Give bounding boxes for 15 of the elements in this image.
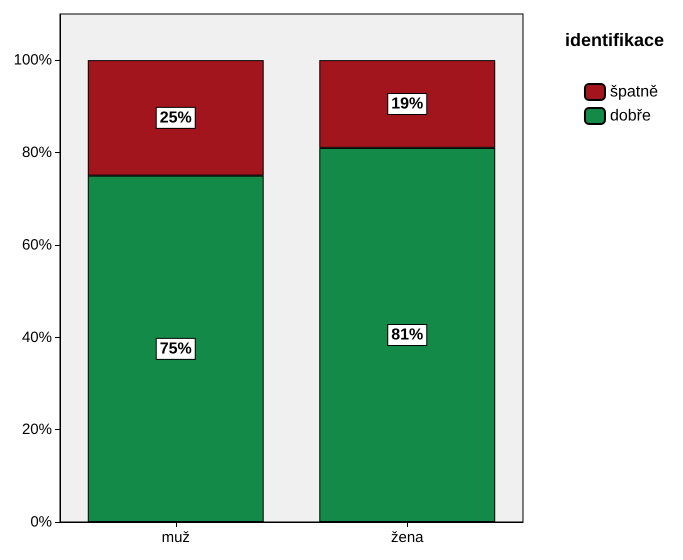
legend-label: dobře xyxy=(610,108,651,124)
data-label: 75% xyxy=(160,340,192,358)
data-label: 81% xyxy=(391,326,424,344)
y-tick-label: 20% xyxy=(22,421,52,438)
y-tick-label: 80% xyxy=(22,144,52,162)
y-tick-label: 100% xyxy=(14,52,52,69)
legend-title: identifikace xyxy=(564,30,664,50)
y-tick-label: 40% xyxy=(22,328,52,346)
x-tick-label: žena xyxy=(390,529,424,546)
x-tick-label: muž xyxy=(162,529,190,546)
legend-label: špatně xyxy=(610,84,658,100)
y-tick-label: 0% xyxy=(30,514,52,530)
data-label: 19% xyxy=(391,96,424,113)
data-label: 25% xyxy=(160,109,192,126)
y-tick-label: 60% xyxy=(22,236,52,254)
